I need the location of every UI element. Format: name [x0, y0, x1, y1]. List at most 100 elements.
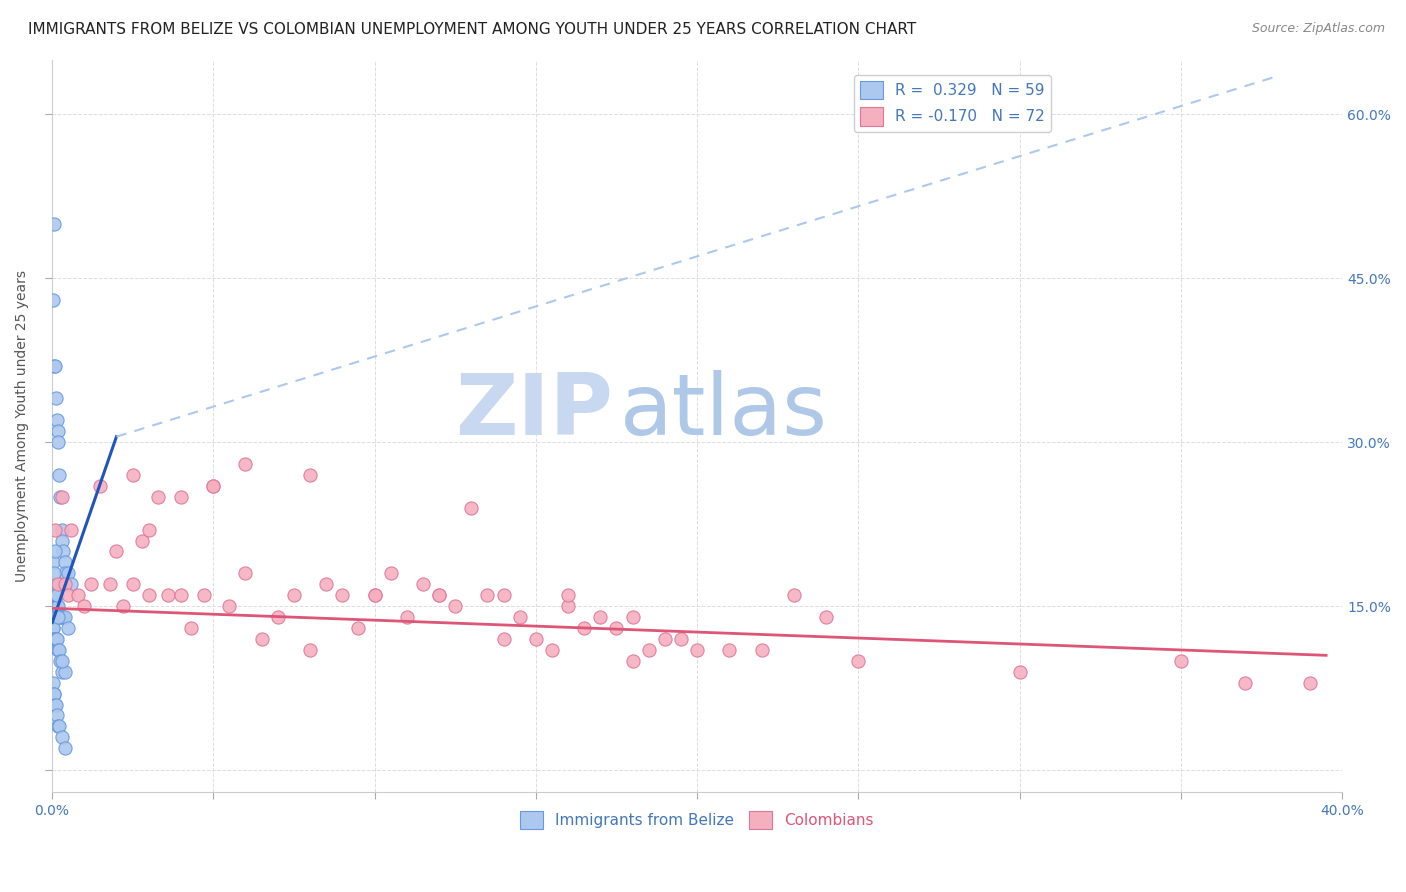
Point: [492, 588, 515, 602]
Point: [138, 523, 160, 537]
Point: [524, 632, 547, 646]
Point: [98, 577, 121, 591]
Point: [48, 719, 70, 733]
Point: [460, 500, 482, 515]
Point: [66, 588, 89, 602]
Point: [45, 632, 67, 646]
Point: [56, 566, 79, 581]
Point: [48, 577, 70, 591]
Point: [48, 599, 70, 614]
Point: [44, 698, 66, 712]
Point: [621, 654, 644, 668]
Point: [79, 577, 101, 591]
Point: [363, 588, 385, 602]
Point: [48, 467, 70, 482]
Point: [148, 490, 170, 504]
Point: [1299, 675, 1322, 690]
Point: [48, 643, 70, 657]
Text: ZIP: ZIP: [456, 369, 613, 452]
Point: [60, 577, 83, 591]
Point: [42, 588, 65, 602]
Point: [41, 577, 63, 591]
Point: [637, 643, 659, 657]
Point: [44, 523, 66, 537]
Point: [330, 588, 353, 602]
Point: [44, 632, 66, 646]
Point: [42, 687, 65, 701]
Point: [48, 719, 70, 733]
Point: [557, 588, 579, 602]
Point: [42, 632, 65, 646]
Point: [73, 599, 96, 614]
Point: [1234, 675, 1257, 690]
Point: [53, 610, 76, 624]
Point: [42, 588, 65, 602]
Point: [56, 588, 79, 602]
Point: [42, 566, 65, 581]
Point: [48, 435, 70, 450]
Point: [298, 643, 321, 657]
Point: [121, 577, 143, 591]
Point: [427, 588, 450, 602]
Point: [669, 632, 692, 646]
Y-axis label: Unemployment Among Youth under 25 years: Unemployment Among Youth under 25 years: [15, 269, 30, 582]
Point: [235, 566, 257, 581]
Point: [589, 610, 612, 624]
Point: [250, 632, 273, 646]
Point: [131, 533, 153, 548]
Point: [44, 588, 66, 602]
Point: [52, 544, 75, 558]
Point: [48, 610, 70, 624]
Point: [53, 577, 76, 591]
Point: [89, 479, 111, 493]
Point: [45, 599, 67, 614]
Point: [42, 217, 65, 231]
Point: [44, 687, 66, 701]
Point: [121, 467, 143, 482]
Point: [44, 359, 66, 373]
Point: [105, 544, 128, 558]
Point: [621, 610, 644, 624]
Point: [654, 632, 676, 646]
Point: [395, 610, 418, 624]
Point: [180, 621, 202, 635]
Point: [815, 610, 838, 624]
Point: [477, 588, 499, 602]
Point: [51, 654, 73, 668]
Point: [347, 621, 370, 635]
Point: [1008, 665, 1031, 679]
Point: [56, 621, 79, 635]
Point: [46, 424, 69, 438]
Point: [267, 610, 290, 624]
Point: [44, 599, 66, 614]
Point: [193, 588, 215, 602]
Point: [202, 479, 225, 493]
Point: [427, 588, 450, 602]
Point: [45, 708, 67, 723]
Point: [45, 588, 67, 602]
Point: [605, 621, 627, 635]
Point: [686, 643, 709, 657]
Point: [51, 731, 73, 745]
Point: [45, 392, 67, 406]
Point: [52, 610, 75, 624]
Point: [157, 588, 180, 602]
Point: [48, 643, 70, 657]
Point: [45, 413, 67, 427]
Legend: Immigrants from Belize, Colombians: Immigrants from Belize, Colombians: [515, 805, 880, 836]
Point: [41, 621, 63, 635]
Point: [45, 599, 67, 614]
Point: [45, 632, 67, 646]
Point: [42, 675, 65, 690]
Point: [53, 741, 76, 756]
Point: [218, 599, 240, 614]
Point: [48, 610, 70, 624]
Point: [492, 632, 515, 646]
Point: [170, 490, 193, 504]
Point: [380, 566, 402, 581]
Point: [51, 533, 73, 548]
Point: [412, 577, 434, 591]
Point: [44, 632, 66, 646]
Point: [53, 665, 76, 679]
Point: [572, 621, 595, 635]
